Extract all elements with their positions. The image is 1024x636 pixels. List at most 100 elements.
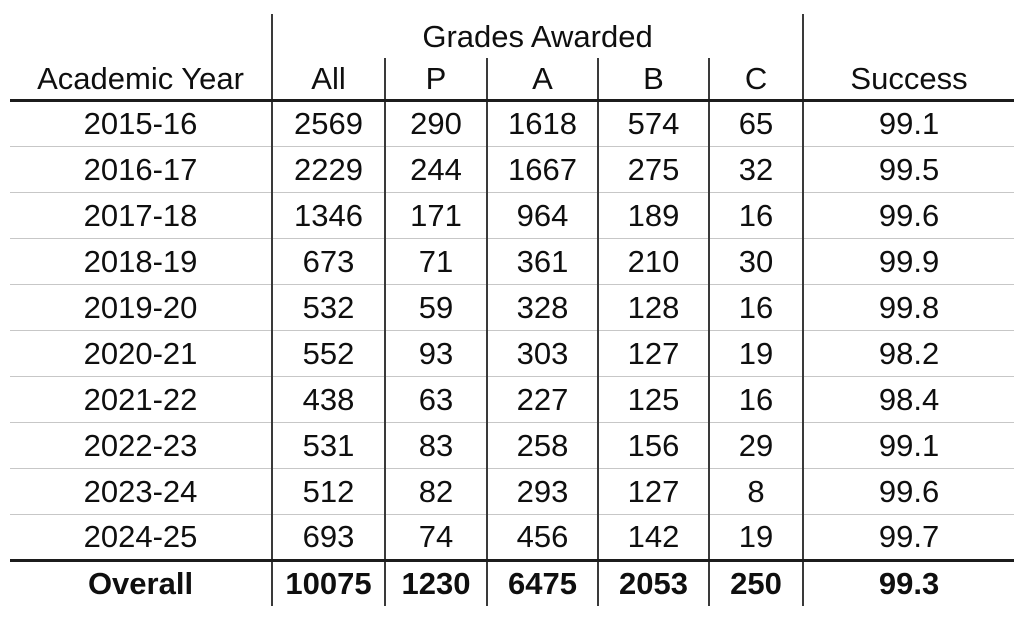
year-cell: 2019-20 [10,284,273,330]
overall-a-cell: 6475 [487,560,599,606]
col-header-academic-year: Academic Year [10,58,273,100]
c-cell: 16 [709,376,805,422]
p-cell: 83 [385,422,488,468]
all-cell: 1346 [272,192,386,238]
table-row: 2018-19 673 71 361 210 30 99.9 [10,238,1015,284]
year-cell: 2018-19 [10,238,273,284]
p-cell: 82 [385,468,488,514]
c-cell: 16 [709,284,805,330]
a-cell: 328 [487,284,599,330]
a-cell: 964 [487,192,599,238]
success-cell: 99.1 [878,427,940,463]
col-header-c: C [709,58,805,100]
group-header-grades-awarded: Grades Awarded [272,14,805,58]
a-cell: 303 [487,330,599,376]
p-cell: 244 [385,146,488,192]
a-cell: 227 [487,376,599,422]
p-cell: 59 [385,284,488,330]
year-cell: 2020-21 [10,330,273,376]
year-cell: 2021-22 [10,376,273,422]
table-row: 2022-23 531 83 258 156 29 99.1 [10,422,1015,468]
year-cell: 2016-17 [10,146,273,192]
c-cell: 8 [709,468,805,514]
table-footer: Overall 10075 1230 6475 2053 250 99.3 [10,560,1015,606]
all-cell: 693 [272,514,386,560]
year-cell: 2017-18 [10,192,273,238]
c-cell: 29 [709,422,805,468]
overall-success-cell: 99.3 [878,566,940,602]
a-cell: 361 [487,238,599,284]
p-cell: 63 [385,376,488,422]
overall-row: Overall 10075 1230 6475 2053 250 99.3 [10,560,1014,606]
column-header-row: Academic Year All P A B C Success [10,58,1014,100]
b-cell: 189 [598,192,710,238]
group-header-spacer-right [803,14,1014,58]
c-cell: 19 [709,514,805,560]
success-cell: 99.9 [878,243,940,279]
c-cell: 16 [709,192,805,238]
b-cell: 128 [598,284,710,330]
success-cell: 98.2 [878,335,940,371]
table-header: Grades Awarded Academic Year All P A B C… [10,14,1015,100]
col-header-b: B [598,58,710,100]
year-cell: 2023-24 [10,468,273,514]
all-cell: 2569 [272,100,386,146]
grades-awarded-table: Grades Awarded Academic Year All P A B C… [10,14,1015,606]
col-header-a: A [487,58,599,100]
table-row: 2019-20 532 59 328 128 16 99.8 [10,284,1015,330]
success-cell: 99.7 [878,519,940,554]
table-row: 2021-22 438 63 227 125 16 98.4 [10,376,1015,422]
all-cell: 673 [272,238,386,284]
c-cell: 30 [709,238,805,284]
a-cell: 258 [487,422,599,468]
all-cell: 512 [272,468,386,514]
b-cell: 127 [598,468,710,514]
b-cell: 275 [598,146,710,192]
b-cell: 210 [598,238,710,284]
overall-b-cell: 2053 [598,560,710,606]
b-cell: 127 [598,330,710,376]
a-cell: 1618 [487,100,599,146]
year-cell: 2015-16 [10,100,273,146]
overall-label-cell: Overall [10,560,273,606]
all-cell: 552 [272,330,386,376]
success-cell: 99.6 [878,197,940,233]
p-cell: 171 [385,192,488,238]
table-row: 2020-21 552 93 303 127 19 98.2 [10,330,1015,376]
all-cell: 438 [272,376,386,422]
year-cell: 2024-25 [10,514,273,560]
a-cell: 1667 [487,146,599,192]
c-cell: 19 [709,330,805,376]
c-cell: 32 [709,146,805,192]
b-cell: 156 [598,422,710,468]
table-row: 2016-17 2229 244 1667 275 32 99.5 [10,146,1015,192]
group-header-spacer-left [10,14,273,58]
b-cell: 574 [598,100,710,146]
col-header-all: All [272,58,386,100]
group-header-row: Grades Awarded [10,14,1014,58]
table-row: 2017-18 1346 171 964 189 16 99.6 [10,192,1015,238]
overall-c-cell: 250 [709,560,805,606]
success-cell: 99.1 [878,106,940,141]
b-cell: 125 [598,376,710,422]
a-cell: 293 [487,468,599,514]
overall-p-cell: 1230 [385,560,488,606]
col-header-success: Success [850,60,968,96]
p-cell: 71 [385,238,488,284]
success-cell: 99.5 [878,151,940,187]
table-row: 2023-24 512 82 293 127 8 99.6 [10,468,1015,514]
success-cell: 98.4 [878,381,940,417]
c-cell: 65 [709,100,805,146]
a-cell: 456 [487,514,599,560]
p-cell: 93 [385,330,488,376]
col-header-p: P [385,58,488,100]
table-body: 2015-16 2569 290 1618 574 65 99.1 2016-1… [10,100,1015,560]
table-row: 2024-25 693 74 456 142 19 99.7 [10,514,1015,560]
year-cell: 2022-23 [10,422,273,468]
success-cell: 99.8 [878,289,940,325]
table-row: 2015-16 2569 290 1618 574 65 99.1 [10,100,1014,146]
all-cell: 2229 [272,146,386,192]
success-cell: 99.6 [878,473,940,509]
p-cell: 74 [385,514,488,560]
p-cell: 290 [385,100,488,146]
